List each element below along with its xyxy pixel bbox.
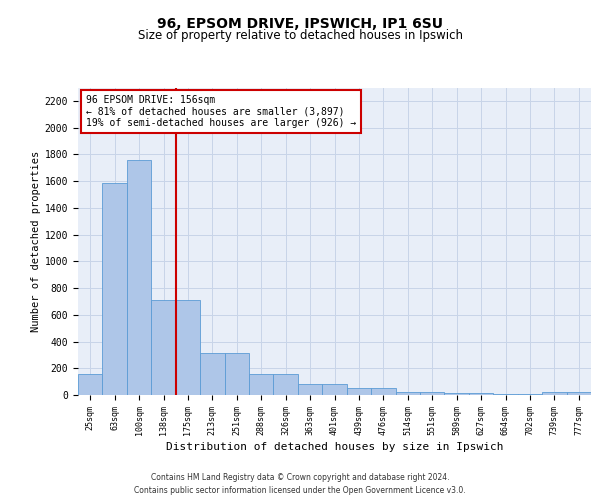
Bar: [493, 394, 518, 395]
Text: 96 EPSOM DRIVE: 156sqm
← 81% of detached houses are smaller (3,897)
19% of semi-: 96 EPSOM DRIVE: 156sqm ← 81% of detached…: [86, 95, 356, 128]
Bar: [347, 388, 371, 395]
Text: Size of property relative to detached houses in Ipswich: Size of property relative to detached ho…: [137, 29, 463, 42]
Bar: [371, 388, 395, 395]
Bar: [127, 160, 151, 395]
Bar: [274, 374, 298, 395]
Bar: [200, 353, 224, 395]
Text: 96, EPSOM DRIVE, IPSWICH, IP1 6SU: 96, EPSOM DRIVE, IPSWICH, IP1 6SU: [157, 18, 443, 32]
Bar: [298, 384, 322, 395]
X-axis label: Distribution of detached houses by size in Ipswich: Distribution of detached houses by size …: [166, 442, 503, 452]
Y-axis label: Number of detached properties: Number of detached properties: [31, 150, 41, 332]
Bar: [566, 392, 591, 395]
Bar: [249, 374, 274, 395]
Bar: [395, 392, 420, 395]
Bar: [151, 300, 176, 395]
Bar: [322, 384, 347, 395]
Bar: [518, 394, 542, 395]
Bar: [445, 393, 469, 395]
Bar: [224, 353, 249, 395]
Bar: [542, 392, 566, 395]
Bar: [176, 300, 200, 395]
Bar: [103, 183, 127, 395]
Text: Contains HM Land Registry data © Crown copyright and database right 2024.
Contai: Contains HM Land Registry data © Crown c…: [134, 473, 466, 495]
Bar: [469, 393, 493, 395]
Bar: [78, 374, 103, 395]
Bar: [420, 392, 445, 395]
